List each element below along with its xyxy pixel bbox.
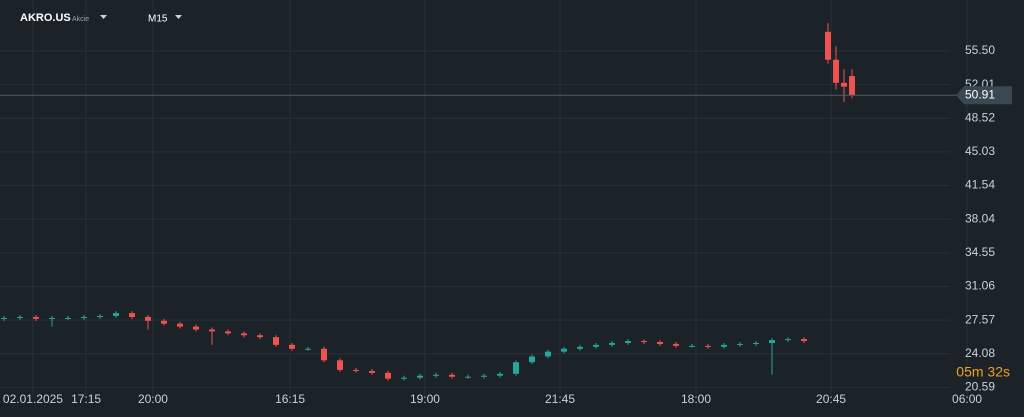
x-tick-label: 18:00 bbox=[681, 392, 711, 406]
candle-body bbox=[385, 372, 391, 379]
candle-body bbox=[825, 31, 831, 60]
asset-type: Akcie bbox=[72, 16, 89, 23]
candle-body bbox=[417, 375, 423, 378]
candle-body bbox=[337, 360, 343, 370]
candle-body bbox=[833, 59, 839, 83]
y-tick-label: 20.59 bbox=[965, 380, 995, 394]
y-tick-label: 27.57 bbox=[965, 312, 995, 326]
x-tick-label: 16:15 bbox=[275, 392, 305, 406]
candle-body bbox=[625, 341, 631, 343]
candle-body bbox=[433, 374, 439, 376]
candle-body bbox=[465, 376, 471, 378]
candle-body bbox=[673, 343, 679, 346]
candle-body bbox=[65, 317, 71, 319]
candle-body bbox=[305, 348, 311, 350]
y-tick-label: 45.03 bbox=[965, 144, 995, 158]
y-tick-label: 38.04 bbox=[965, 211, 995, 225]
x-tick-label: 19:00 bbox=[410, 392, 440, 406]
candle-body bbox=[225, 331, 231, 334]
current-price-box bbox=[956, 86, 1012, 105]
candle-body bbox=[657, 342, 663, 344]
symbol[interactable]: AKRO.US bbox=[20, 12, 71, 24]
x-tick-label: 17:15 bbox=[71, 392, 101, 406]
grid bbox=[0, 0, 968, 395]
candles bbox=[0, 23, 855, 381]
y-tick-label: 41.54 bbox=[965, 178, 995, 192]
candle-body bbox=[737, 343, 743, 345]
candle-body bbox=[561, 348, 567, 352]
candle-body bbox=[161, 320, 167, 324]
candle-body bbox=[849, 76, 855, 96]
x-tick-label: 02.01.2025 bbox=[3, 392, 63, 406]
candle-body bbox=[705, 345, 711, 347]
candle-body bbox=[193, 326, 199, 330]
candle-body bbox=[801, 339, 807, 342]
candle-body bbox=[641, 341, 647, 343]
candle-body bbox=[689, 345, 695, 347]
candle-body bbox=[49, 317, 55, 319]
candle-body bbox=[449, 374, 455, 377]
candle-body bbox=[769, 340, 775, 343]
candle-body bbox=[577, 346, 583, 349]
candle-body bbox=[609, 342, 615, 345]
candle-body bbox=[593, 344, 599, 347]
candle-body bbox=[177, 323, 183, 327]
candle-body bbox=[81, 316, 87, 318]
candle-body bbox=[289, 344, 295, 349]
candle-body bbox=[785, 339, 791, 341]
y-tick-label: 48.52 bbox=[965, 110, 995, 124]
y-tick-label: 31.06 bbox=[965, 279, 995, 293]
candle-body bbox=[321, 348, 327, 361]
x-tick-label: 06:00 bbox=[952, 392, 982, 406]
candle-body bbox=[481, 375, 487, 377]
timeframe-dropdown[interactable] bbox=[175, 15, 182, 19]
candle-body bbox=[529, 356, 535, 363]
candle-body bbox=[497, 373, 503, 376]
candle-body bbox=[841, 82, 847, 87]
candle-body bbox=[97, 316, 103, 317]
timeframe[interactable]: M15 bbox=[148, 14, 168, 25]
candle-body bbox=[33, 316, 39, 319]
candle-body bbox=[721, 344, 727, 347]
current-price-label: 50.91 bbox=[965, 87, 995, 101]
candle-body bbox=[545, 351, 551, 357]
y-tick-label: 34.55 bbox=[965, 245, 995, 259]
x-tick-label: 20:00 bbox=[138, 392, 168, 406]
candle-body bbox=[0, 317, 7, 319]
candle-body bbox=[145, 316, 151, 321]
candle-body bbox=[273, 337, 279, 345]
candle-body bbox=[369, 370, 375, 373]
candle-body bbox=[353, 369, 359, 371]
candle-body bbox=[241, 333, 247, 336]
candle-body bbox=[257, 335, 263, 338]
countdown: 05m 32s bbox=[956, 364, 1010, 380]
x-tick-label: 21:45 bbox=[545, 392, 575, 406]
candle-body bbox=[17, 316, 23, 318]
candle-body bbox=[209, 329, 215, 332]
candle-body bbox=[401, 377, 407, 379]
candle-body bbox=[129, 313, 135, 317]
candle-body bbox=[113, 313, 119, 316]
candle-body bbox=[513, 362, 519, 374]
y-tick-label: 55.50 bbox=[965, 43, 995, 57]
candle-body bbox=[753, 342, 759, 344]
x-tick-label: 20:45 bbox=[816, 392, 846, 406]
symbol-dropdown[interactable] bbox=[100, 15, 107, 19]
y-tick-label: 24.08 bbox=[965, 346, 995, 360]
